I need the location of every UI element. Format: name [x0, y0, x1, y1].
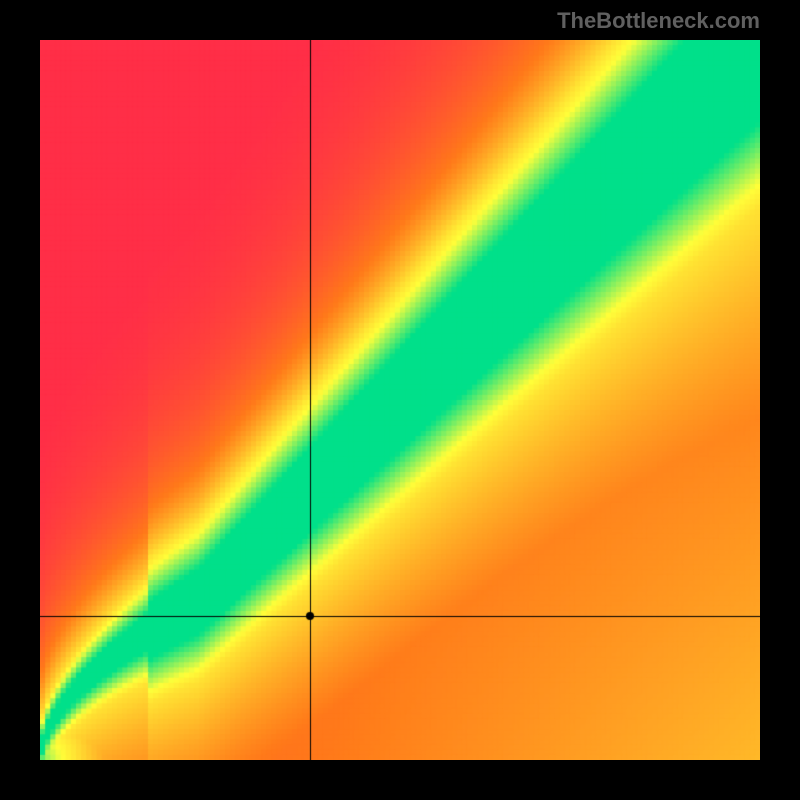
heatmap-plot: [40, 40, 760, 760]
chart-container: TheBottleneck.com: [0, 0, 800, 800]
watermark-text: TheBottleneck.com: [557, 8, 760, 34]
heatmap-canvas: [40, 40, 760, 760]
